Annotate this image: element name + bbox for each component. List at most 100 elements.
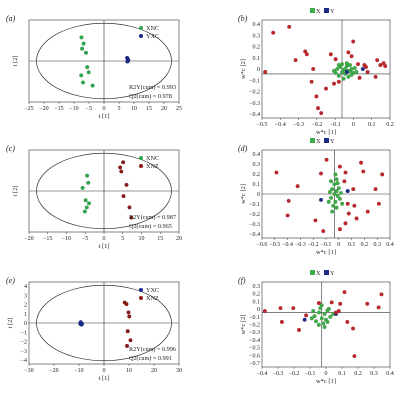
- x-axis-label: w*c [1]: [316, 378, 336, 385]
- data-point-y-variables-: [365, 209, 370, 214]
- x-tick-label: 20: [151, 368, 157, 374]
- y-tick-label: −0.2: [249, 212, 260, 218]
- data-point-y-variables-: [304, 313, 309, 318]
- panel-d: (d)−0.6 −0.5 −0.4 −0.3 −0.2 −0.1 0 0.1 0.2 0.3 0.4…: [238, 138, 394, 256]
- data-point-xnz: [127, 314, 132, 319]
- data-point-y-variables-: [380, 172, 385, 177]
- legend-label: XNC: [146, 155, 159, 162]
- y-tick-label: −0.5: [249, 346, 260, 352]
- data-point-y-variables-: [363, 64, 369, 70]
- panel-label: (e): [6, 276, 15, 285]
- data-point-xnc: [85, 173, 90, 178]
- data-point-x: [349, 72, 354, 77]
- model-statistic: Q2(cum) = 0.978: [129, 93, 172, 100]
- data-point-y-variables-: [381, 61, 386, 66]
- data-point-y-variables-: [354, 216, 359, 221]
- legend-swatch: [324, 8, 329, 13]
- y-tick-label: −2: [21, 340, 27, 346]
- y-tick-label: 1: [24, 312, 27, 318]
- legend-swatch: [310, 8, 315, 13]
- x-tick-label: −30: [24, 368, 33, 374]
- data-point-y-variables-: [359, 160, 364, 165]
- x-tick-label: −0.6: [257, 242, 268, 248]
- x-tick-label: −10: [69, 106, 78, 112]
- legend-swatch: [310, 270, 315, 275]
- x-tick-label: 0.4: [386, 371, 394, 377]
- data-point-x: [337, 196, 342, 201]
- y-tick-label: −0.3: [249, 330, 260, 336]
- legend-marker: [139, 34, 143, 38]
- x-axis-label: t [1]: [98, 243, 109, 250]
- x-axis-label: w*c [1]: [316, 249, 336, 256]
- y-tick-label: −0.1: [249, 78, 260, 84]
- legend-swatch: [310, 138, 315, 143]
- legend-marker: [139, 26, 143, 30]
- panel-label: (d): [238, 144, 248, 153]
- data-point-y-variables-: [285, 213, 290, 218]
- legend-swatch: [324, 270, 329, 275]
- y-tick-label: −1: [21, 330, 27, 336]
- data-point-x: [316, 310, 321, 315]
- y-tick-label: 0.1: [253, 299, 261, 305]
- data-point-y-variables-: [338, 301, 343, 306]
- y-tick-label: 2: [24, 303, 27, 309]
- legend-marker: [139, 288, 143, 292]
- legend-marker: [139, 164, 143, 168]
- legend-label: Y: [330, 138, 335, 145]
- panel-b: (b) −0.5 −0.4 −0.3 −0.2 −0.1 0 0.1 0.2 0.4 0.3 0.2 0…: [238, 8, 394, 136]
- data-point-x: [333, 172, 338, 177]
- data-point-y-variables-: [345, 319, 350, 325]
- y-tick-label: 0.3: [253, 162, 261, 168]
- data-point-x: [328, 195, 334, 200]
- data-point-x: [334, 205, 339, 210]
- y-tick-label: 0.4: [253, 152, 261, 158]
- x-tick-label: 0: [103, 106, 106, 112]
- data-point-y-variables-: [351, 187, 356, 192]
- data-point-y-variables-: [309, 79, 314, 84]
- x-tick-label: −0.3: [273, 371, 284, 377]
- y-tick-label: −0.6: [249, 353, 260, 359]
- data-point-xnc: [81, 41, 86, 46]
- x-tick-label: 0.4: [386, 242, 394, 248]
- legend-label: Y: [330, 8, 335, 15]
- data-point-y-variables-: [291, 306, 296, 311]
- data-point-y-variables-: [263, 69, 268, 74]
- data-point-y-variables-: [329, 300, 334, 305]
- data-point-y-variables-: [352, 354, 357, 359]
- y-axis-label: t [2]: [12, 185, 19, 196]
- data-point-y-variables-: [352, 203, 357, 208]
- data-point-y-variables-: [379, 292, 384, 297]
- data-point-xnz: [125, 329, 130, 334]
- data-point-xnz: [126, 310, 131, 315]
- y-tick-label: 0.3: [253, 33, 261, 39]
- y-axis-label: t [2]: [7, 317, 14, 328]
- data-point-x: [326, 306, 331, 311]
- data-point-y-variables-: [328, 52, 333, 57]
- x-tick-label: 0.1: [368, 122, 376, 128]
- x-tick-label: −0.3: [293, 122, 304, 128]
- y-tick-label: 0.1: [253, 56, 261, 62]
- data-point-y-variables-: [342, 290, 347, 295]
- data-point-y: [344, 69, 349, 74]
- x-tick-label: −0.4: [275, 122, 286, 128]
- x-axis-label: w*c [1]: [316, 129, 336, 136]
- data-point-x: [321, 321, 326, 326]
- data-point-y-variables-: [323, 86, 329, 91]
- data-point-y-variables-: [333, 57, 338, 62]
- data-point-xnc: [90, 83, 95, 88]
- data-point-y-variables-: [293, 58, 298, 63]
- data-point-y-variables-: [343, 170, 348, 175]
- x-tick-label: 0.1: [338, 371, 346, 377]
- data-point-y-variables-: [286, 198, 291, 203]
- data-point-x: [338, 190, 344, 196]
- y-tick-label: −4: [21, 358, 27, 364]
- y-tick-label: −3: [21, 349, 27, 355]
- y-axis-label: w*c [2]: [240, 314, 247, 334]
- data-point-y-variables-: [376, 305, 381, 310]
- data-point-xnc: [83, 50, 89, 55]
- data-point-xnz: [127, 205, 132, 210]
- x-tick-label: −5: [82, 236, 88, 242]
- data-point-x: [344, 61, 349, 66]
- data-point-x: [331, 68, 337, 74]
- data-point-y-variables-: [331, 81, 337, 86]
